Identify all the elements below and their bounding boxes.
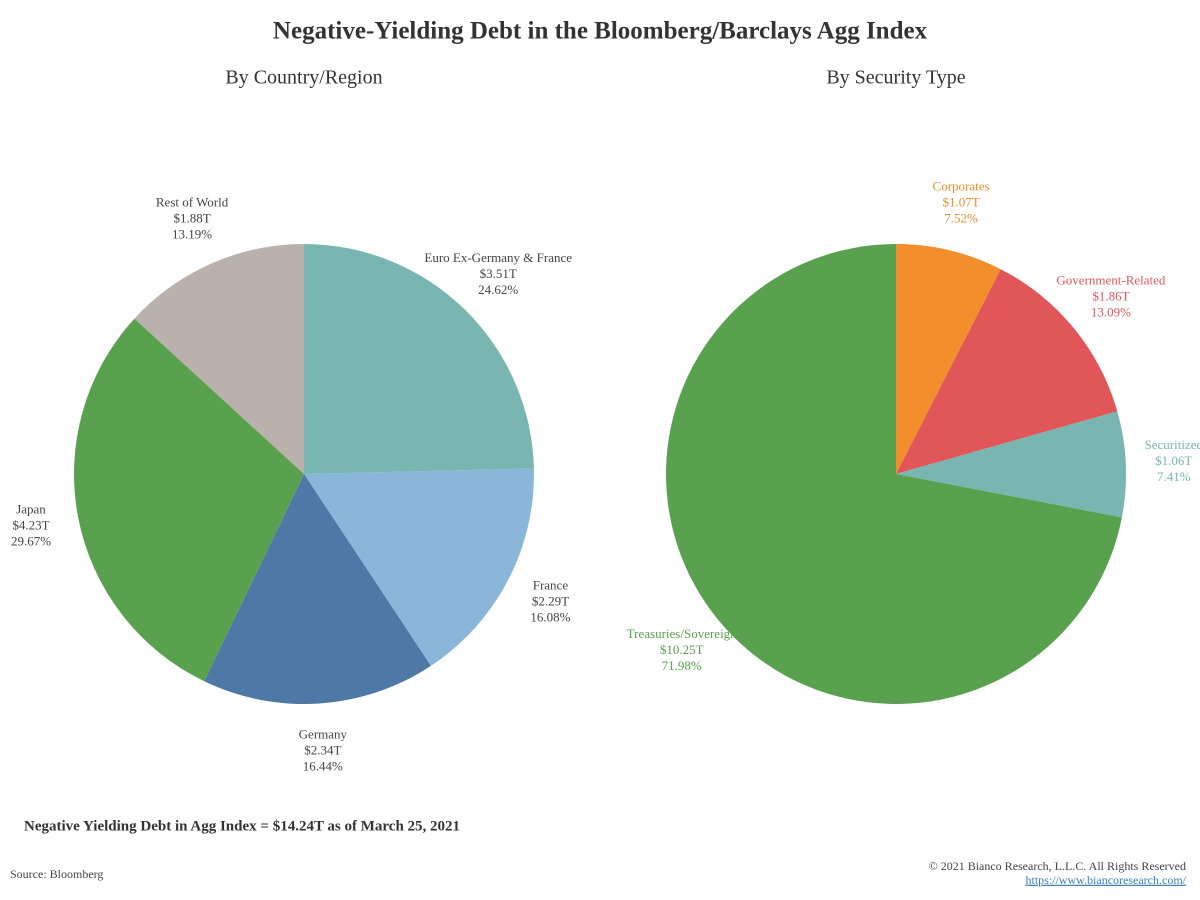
slice-label: $10.25T xyxy=(660,642,704,657)
slice-label: $1.88T xyxy=(173,211,210,226)
pie-slice xyxy=(896,411,1126,518)
slice-label: 24.62% xyxy=(478,282,518,297)
title: Negative-Yielding Debt in the Bloomberg/… xyxy=(273,18,928,45)
slice-label: Corporates xyxy=(933,179,990,194)
slice-label: 13.09% xyxy=(1091,305,1131,320)
pie-slice xyxy=(304,244,534,474)
slice-label: $3.51T xyxy=(480,266,517,281)
slice-label: $4.23T xyxy=(12,518,49,533)
subtitle: By Security Type xyxy=(826,67,965,89)
slice-label: Japan xyxy=(16,502,46,517)
slice-label: Euro Ex-Germany & France xyxy=(424,250,572,265)
copyright: © 2021 Bianco Research, L.L.C. All Right… xyxy=(929,859,1186,873)
slice-label: 7.41% xyxy=(1157,469,1191,484)
url[interactable]: https://www.biancoresearch.com/ xyxy=(1025,873,1186,887)
slice-label: Germany xyxy=(299,726,348,741)
subtitle: By Country/Region xyxy=(225,67,382,89)
source: Source: Bloomberg xyxy=(10,867,103,881)
slice-label: 71.98% xyxy=(662,658,702,673)
slice-label: $1.86T xyxy=(1092,289,1129,304)
slice-label: Treasuries/Sovereign xyxy=(627,626,738,641)
pie-slice xyxy=(896,244,1001,474)
slice-label: 16.08% xyxy=(530,610,570,625)
slice-label: $2.34T xyxy=(304,742,341,757)
pie-slice xyxy=(896,269,1118,474)
slice-label: $1.06T xyxy=(1155,453,1192,468)
slice-label: 13.19% xyxy=(172,227,212,242)
slice-label: Securitized xyxy=(1145,437,1200,452)
slice-label: 16.44% xyxy=(303,758,343,773)
slice-label: France xyxy=(533,578,569,593)
slice-label: 7.52% xyxy=(944,211,978,226)
pie-slice xyxy=(665,244,1122,704)
pie-slice xyxy=(304,468,534,666)
slice-label: $2.29T xyxy=(532,594,569,609)
pie-slice xyxy=(74,318,305,682)
slice-label: Rest of World xyxy=(156,195,229,210)
note: Negative Yielding Debt in Agg Index = $1… xyxy=(24,818,460,834)
slice-label: 29.67% xyxy=(11,534,51,549)
slice-label: Government-Related xyxy=(1056,273,1166,288)
pie-slice xyxy=(134,244,304,474)
slice-label: $1.07T xyxy=(942,195,979,210)
pie-slice xyxy=(204,474,431,704)
